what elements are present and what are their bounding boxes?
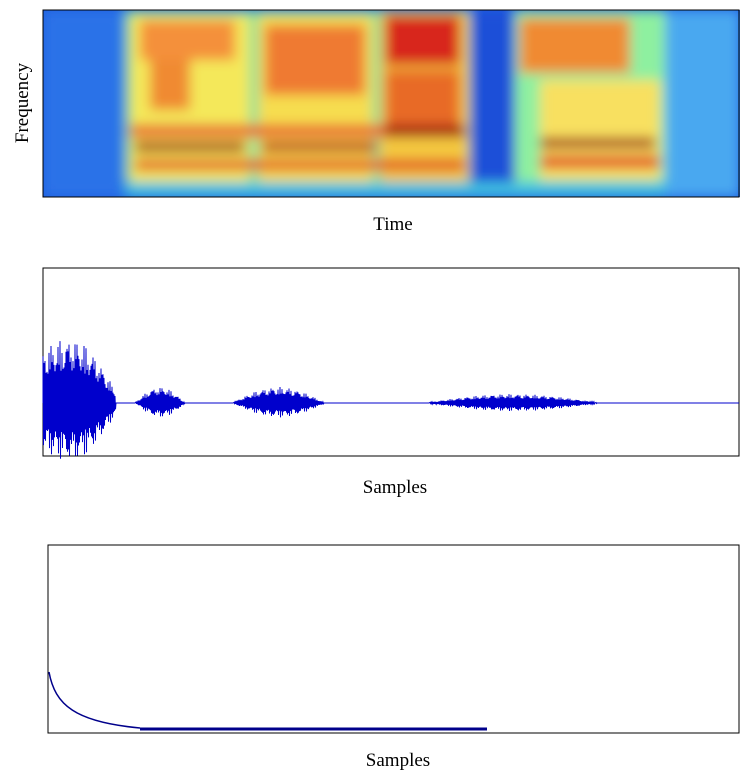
y-axis-label: Frequency xyxy=(12,62,33,143)
axes-box xyxy=(43,268,739,456)
x-axis-label: Time xyxy=(373,214,412,235)
spectrogram xyxy=(43,10,740,197)
x-axis-label: Samples xyxy=(363,477,427,498)
x-axis-label: Samples xyxy=(366,750,430,771)
figure: Frequency Time Samples Samples xyxy=(0,0,740,773)
axes-box xyxy=(48,545,739,733)
